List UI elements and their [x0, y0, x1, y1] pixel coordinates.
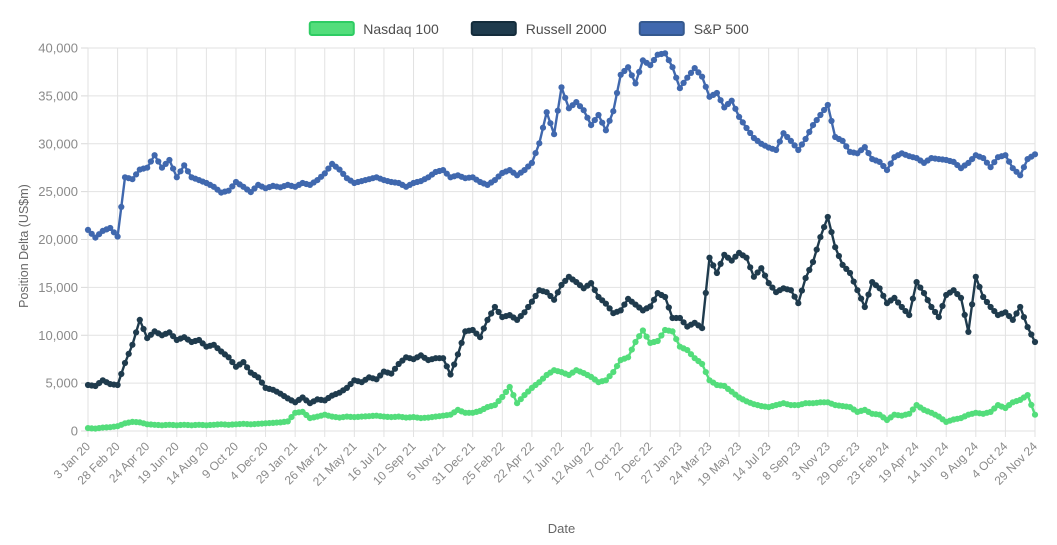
series-nasdaq-100	[84, 326, 1039, 432]
y-tick-label: 30,000	[38, 136, 78, 151]
x-axis-title: Date	[547, 521, 576, 536]
legend-label-russell-2000: Russell 2000	[525, 20, 607, 37]
y-tick-label: 20,000	[38, 232, 78, 247]
legend-label-nasdaq-100: Nasdaq 100	[363, 20, 439, 37]
legend-item-sp-500[interactable]: S&P 500	[638, 20, 749, 37]
sp-500-swatch-icon	[638, 21, 685, 36]
y-tick-label: 10,000	[38, 328, 78, 343]
y-tick-label: 5,000	[45, 376, 78, 391]
y-tick-label: 0	[71, 424, 78, 439]
y-tick-label: 35,000	[38, 88, 78, 103]
russell-2000-swatch-icon	[470, 21, 517, 36]
gridlines: 0 5,000 10,000 15,000 20,000 25,000 30,000 35,0…	[38, 41, 1040, 489]
legend-label-sp-500: S&P 500	[693, 20, 749, 37]
y-tick-label: 25,000	[38, 184, 78, 199]
y-tick-label: 40,000	[38, 41, 78, 56]
chart-legend: Nasdaq 100 Russell 2000 S&P 500	[308, 20, 749, 37]
series-s-p-500	[84, 50, 1039, 241]
legend-item-nasdaq-100[interactable]: Nasdaq 100	[308, 21, 439, 36]
legend-item-russell-2000[interactable]: Russell 2000	[470, 20, 607, 37]
nasdaq-100-swatch-icon	[308, 21, 355, 36]
y-tick-label: 15,000	[38, 280, 78, 295]
series-russell-2000	[84, 213, 1039, 407]
